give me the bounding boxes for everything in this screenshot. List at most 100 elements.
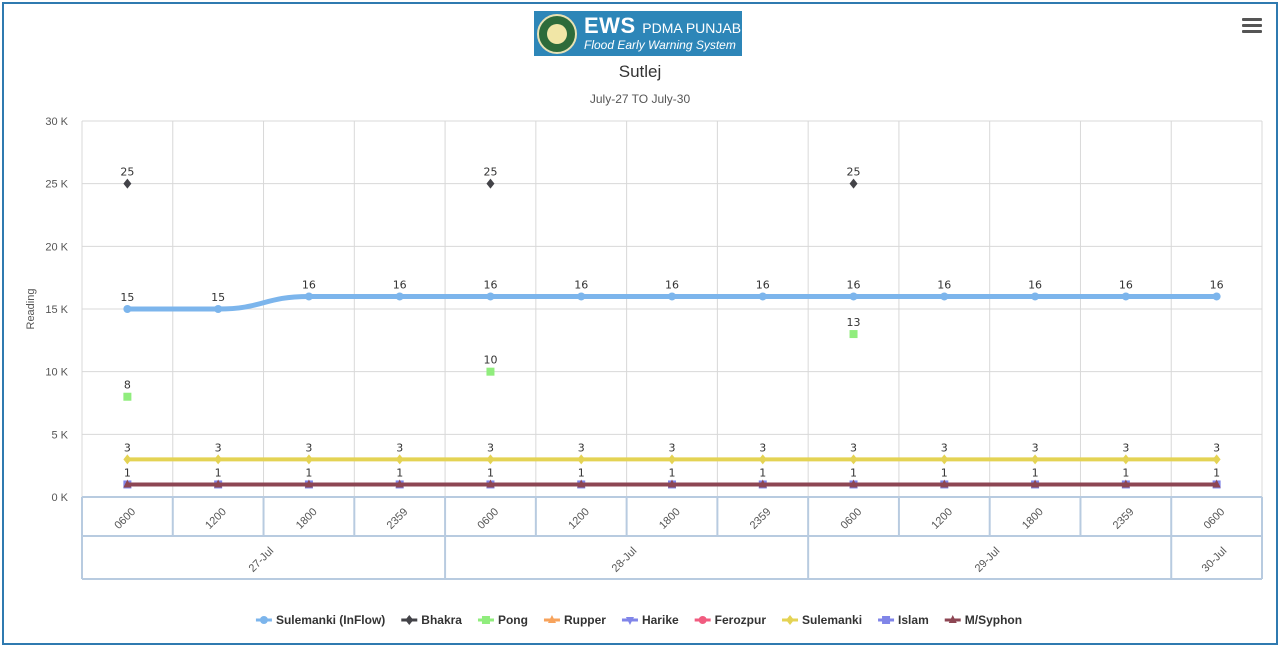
point-bhakra [486, 178, 495, 189]
point-sulemanki [486, 454, 495, 465]
x-tick-label: 1200 [929, 506, 955, 532]
legend-label-pong[interactable]: Pong [498, 613, 528, 627]
data-label-sulemanki: 3 [487, 441, 494, 454]
point-sulemanki [123, 454, 132, 465]
data-label-m-syphon: 1 [941, 466, 948, 479]
point-sulemanki [214, 454, 223, 465]
legend-label-rupper[interactable]: Rupper [564, 613, 606, 627]
point-sulemanki [577, 454, 586, 465]
ews-logo: EWS PDMA PUNJAB Flood Early Warning Syst… [534, 11, 742, 56]
point-m-syphon [214, 479, 223, 488]
point-m-syphon [123, 479, 132, 488]
point-sulemanki-inflow- [395, 292, 404, 301]
x-tick-label: 0600 [839, 506, 865, 532]
legend-marker-sulemanki [786, 615, 795, 625]
y-tick-label: 30 K [45, 116, 68, 128]
point-m-syphon [758, 479, 767, 488]
legend-marker-sulemanki-inflow- [259, 616, 268, 624]
data-label-sulemanki-inflow-: 16 [574, 278, 588, 291]
data-label-m-syphon: 1 [1213, 466, 1220, 479]
data-label-sulemanki-inflow-: 16 [483, 278, 497, 291]
point-sulemanki-inflow- [214, 305, 223, 313]
data-label-sulemanki: 3 [215, 441, 222, 454]
data-label-m-syphon: 1 [215, 466, 222, 479]
legend-marker-islam [882, 616, 891, 624]
y-tick-label: 10 K [45, 367, 68, 379]
point-sulemanki-inflow- [668, 292, 676, 301]
x-tick-label: 1200 [566, 506, 592, 532]
data-label-sulemanki: 3 [578, 441, 585, 454]
point-sulemanki-inflow- [940, 292, 949, 301]
logo-org-text: PDMA PUNJAB [642, 20, 742, 36]
point-m-syphon [1121, 479, 1130, 488]
data-label-sulemanki-inflow-: 16 [393, 278, 407, 291]
point-sulemanki-inflow- [577, 292, 586, 301]
y-tick-label: 20 K [45, 241, 68, 253]
data-label-m-syphon: 1 [305, 466, 312, 479]
legend-marker-ferozpur [698, 616, 707, 624]
data-label-pong: 10 [483, 354, 497, 367]
point-sulemanki-inflow- [1212, 292, 1221, 301]
point-bhakra [123, 178, 132, 189]
y-tick-label: 15 K [45, 304, 68, 316]
data-label-pong: 13 [847, 316, 861, 329]
data-label-sulemanki: 3 [124, 441, 131, 454]
legend-marker-pong [481, 616, 490, 624]
x-tick-label: 2359 [385, 506, 411, 532]
y-tick-label: 0 K [51, 492, 68, 504]
x-group-label: 28-Jul [610, 545, 640, 575]
logo-title: EWS PDMA PUNJAB [584, 13, 741, 39]
legend-label-sulemanki-inflow-[interactable]: Sulemanki (InFlow) [276, 613, 385, 627]
x-tick-label: 0600 [112, 506, 138, 532]
data-label-m-syphon: 1 [850, 466, 857, 479]
legend-label-sulemanki[interactable]: Sulemanki [802, 613, 862, 627]
data-label-sulemanki-inflow-: 16 [665, 278, 679, 291]
legend-label-ferozpur[interactable]: Ferozpur [715, 613, 767, 627]
point-m-syphon [395, 479, 404, 488]
legend-label-islam[interactable]: Islam [898, 613, 929, 627]
point-sulemanki-inflow- [758, 292, 767, 301]
data-label-m-syphon: 1 [1122, 466, 1129, 479]
x-tick-label: 1800 [657, 506, 683, 532]
point-sulemanki [668, 454, 676, 465]
x-group-label: 27-Jul [247, 545, 277, 575]
point-m-syphon [849, 479, 858, 488]
x-tick-label: 0600 [1202, 506, 1228, 532]
legend-marker-rupper [547, 615, 556, 623]
x-group-label: 30-Jul [1200, 545, 1230, 575]
point-bhakra [849, 178, 858, 189]
point-sulemanki-inflow- [486, 292, 495, 301]
y-axis-title: Reading [25, 289, 37, 330]
legend-label-harike[interactable]: Harike [642, 613, 679, 627]
logo-subtitle: Flood Early Warning System [584, 38, 736, 52]
point-sulemanki-inflow- [1121, 292, 1130, 301]
data-label-m-syphon: 1 [1032, 466, 1039, 479]
legend-marker-harike [625, 617, 634, 625]
y-tick-label: 5 K [51, 429, 68, 441]
point-sulemanki [849, 454, 858, 465]
data-label-sulemanki-inflow-: 16 [302, 278, 316, 291]
point-sulemanki [304, 454, 313, 465]
data-label-sulemanki: 3 [669, 441, 676, 454]
point-sulemanki-inflow- [849, 292, 858, 301]
x-group-label: 29-Jul [973, 545, 1003, 575]
point-m-syphon [1031, 479, 1040, 488]
data-label-sulemanki: 3 [305, 441, 312, 454]
point-sulemanki [395, 454, 404, 465]
legend-label-bhakra[interactable]: Bhakra [421, 613, 462, 627]
y-tick-label: 25 K [45, 179, 68, 191]
legend-label-m-syphon[interactable]: M/Syphon [965, 613, 1022, 627]
point-m-syphon [304, 479, 313, 488]
data-label-m-syphon: 1 [669, 466, 676, 479]
point-m-syphon [940, 479, 949, 488]
chart-title: Sutlej [619, 62, 662, 81]
data-label-m-syphon: 1 [578, 466, 585, 479]
point-m-syphon [668, 479, 676, 488]
point-m-syphon [1212, 479, 1221, 488]
hamburger-menu-icon[interactable] [1242, 18, 1262, 34]
data-label-m-syphon: 1 [124, 466, 131, 479]
pdma-emblem-icon [537, 14, 577, 54]
data-label-sulemanki-inflow-: 16 [847, 278, 861, 291]
